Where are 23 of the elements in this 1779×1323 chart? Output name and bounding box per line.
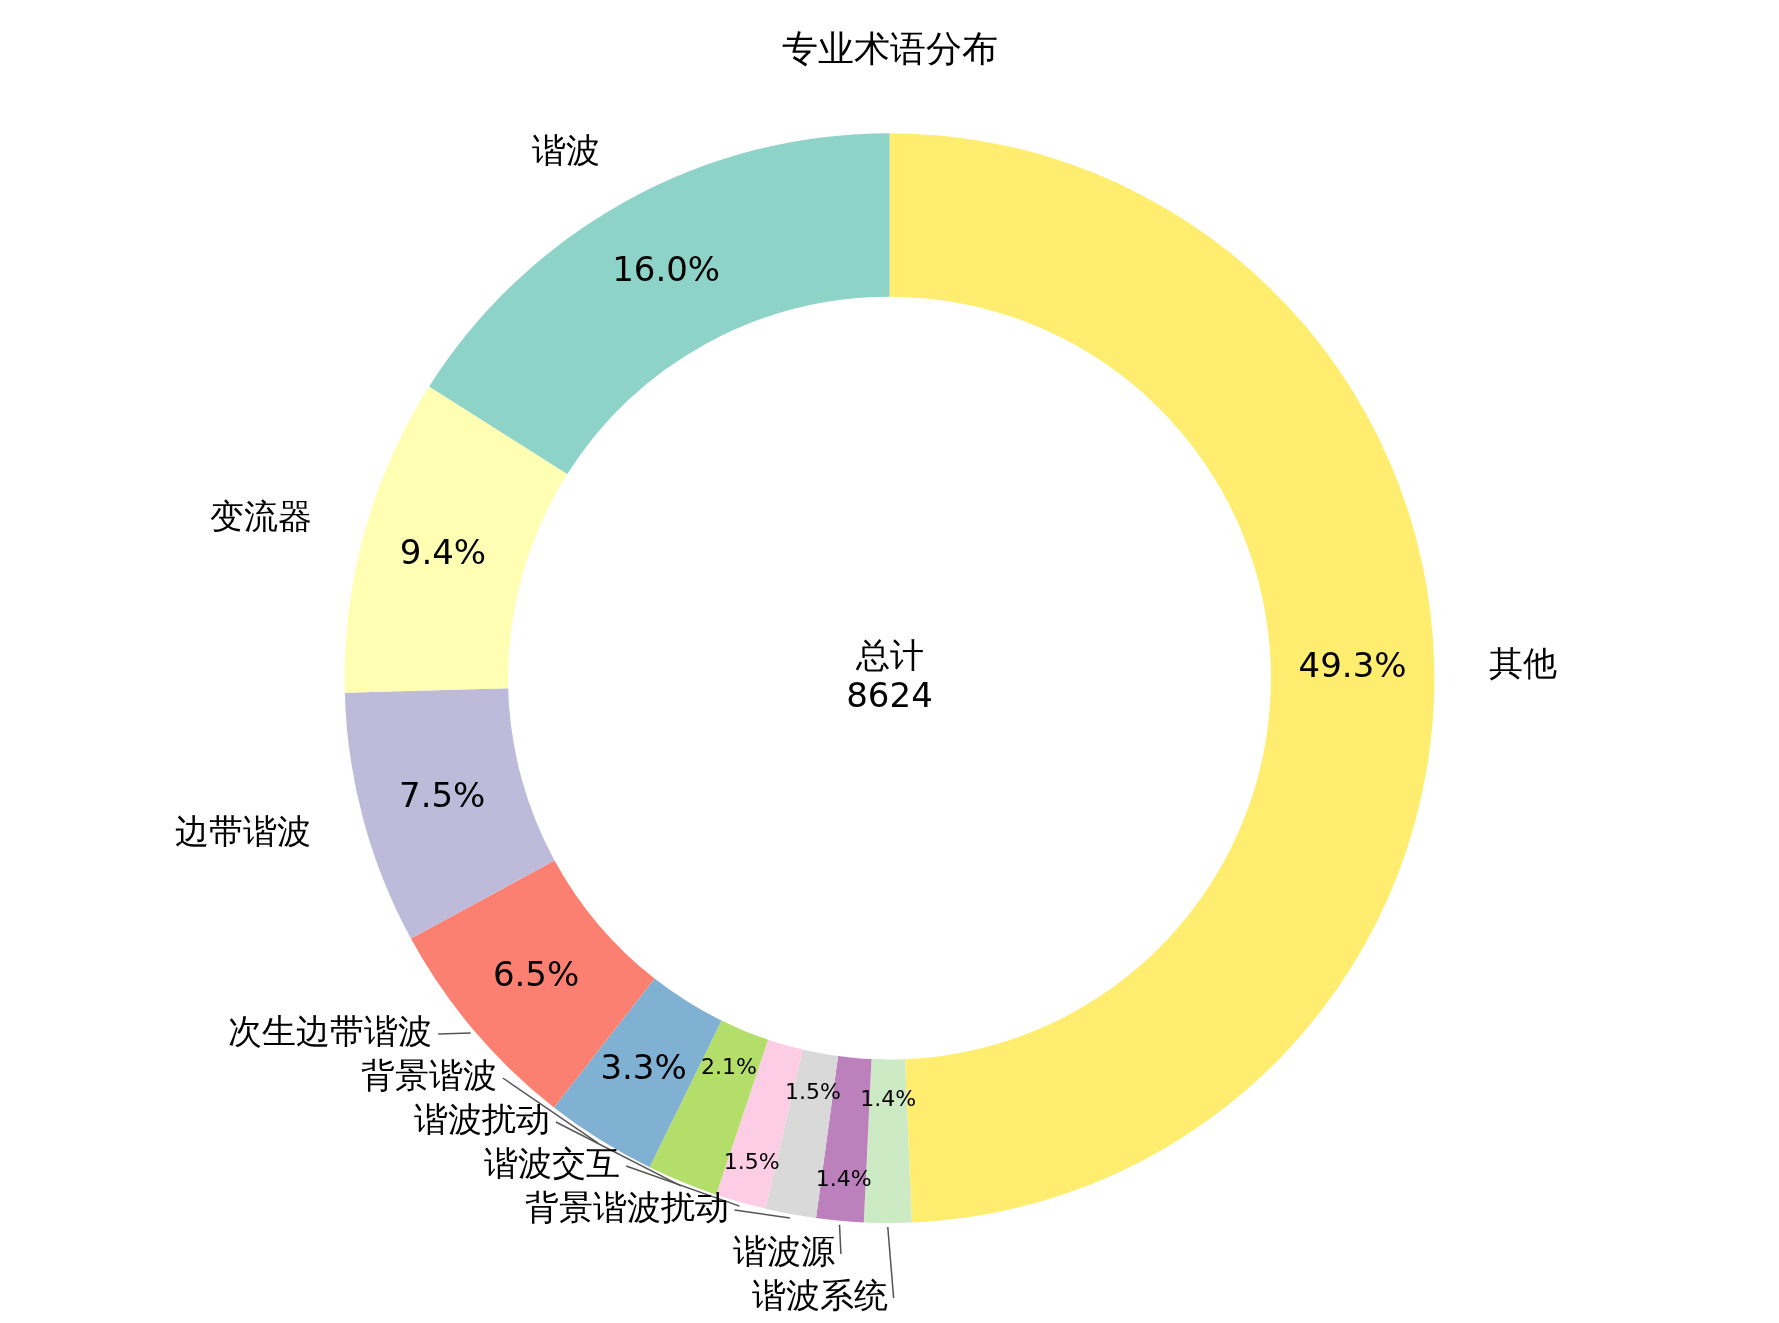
slice-label: 谐波 xyxy=(532,129,601,170)
slice-label: 谐波扰动 xyxy=(413,1098,550,1139)
data-label: 1.5% xyxy=(784,1079,841,1105)
data-label: 49.3% xyxy=(1298,645,1407,686)
data-label: 7.5% xyxy=(399,775,486,816)
text: 总计 8624 xyxy=(846,634,933,715)
data-label: 1.5% xyxy=(723,1148,780,1174)
slice-label: 谐波系统 xyxy=(751,1274,888,1315)
chart-title: 专业术语分布 xyxy=(781,27,998,69)
slice-label: 背景谐波扰动 xyxy=(524,1186,729,1227)
data-label: 6.5% xyxy=(492,954,580,995)
slice-label: 背景谐波 xyxy=(360,1054,497,1095)
slice-label: 变流器 xyxy=(209,495,312,536)
slice-label: 边带谐波 xyxy=(174,810,311,851)
slice-label: 谐波源 xyxy=(732,1230,835,1271)
data-label: 9.4% xyxy=(399,531,487,572)
slice-label: 谐波交互 xyxy=(484,1142,621,1183)
data-label: 16.0% xyxy=(612,249,721,290)
data-label: 1.4% xyxy=(860,1086,917,1112)
slice-label: 次生边带谐波 xyxy=(228,1010,433,1051)
data-label: 2.1% xyxy=(701,1054,757,1080)
data-label: 3.3% xyxy=(600,1047,687,1088)
slice-label: 其他 xyxy=(1488,642,1557,683)
